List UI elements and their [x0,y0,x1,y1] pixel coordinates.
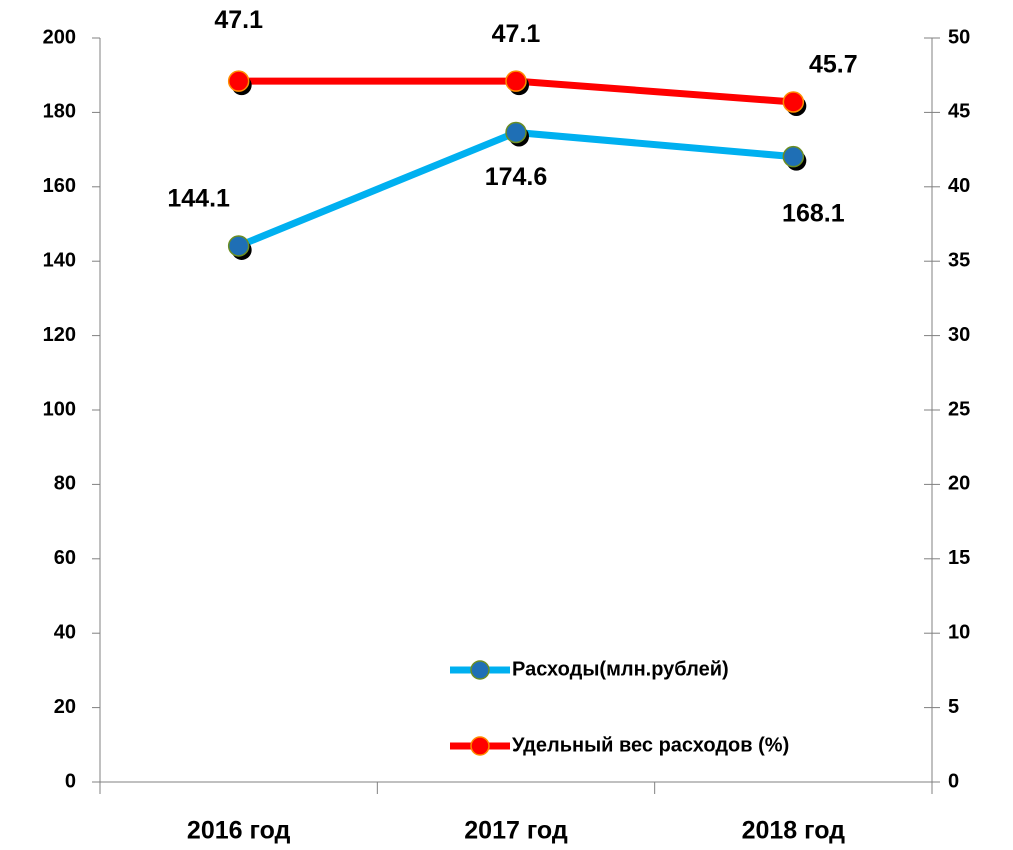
data-label: 144.1 [167,185,230,213]
y2-tick-label: 25 [948,398,970,420]
y-tick-label: 160 [43,175,76,197]
x-tick-label: 2018 год [742,817,846,845]
y2-tick-label: 10 [948,621,970,643]
y2-tick-label: 40 [948,175,970,197]
y-tick-label: 180 [43,101,76,123]
y2-tick-label: 35 [948,249,970,271]
marker [782,145,805,168]
data-label: 174.6 [485,163,548,191]
marker [227,235,250,257]
y2-tick-label: 45 [948,101,970,123]
y-tick-label: 20 [54,696,76,718]
y-tick-label: 100 [43,398,76,420]
data-label: 47.1 [492,20,541,48]
marker [227,70,250,92]
y-tick-label: 0 [65,770,76,792]
data-label: 45.7 [809,51,858,79]
legend-label: Удельный вес расходов (%) [512,734,789,756]
y-tick-label: 120 [43,324,76,346]
y2-tick-label: 30 [948,324,970,346]
marker [505,121,527,144]
y2-tick-label: 20 [948,473,970,495]
y2-tick-label: 5 [948,696,959,718]
y-tick-label: 200 [43,26,76,48]
data-label: 47.1 [214,6,263,34]
y-tick-label: 140 [43,249,76,271]
x-tick-label: 2016 год [187,817,291,845]
data-label: 168.1 [782,199,845,227]
marker [505,70,527,92]
y2-tick-label: 0 [948,770,959,792]
y-tick-label: 40 [54,621,76,643]
x-tick-label: 2017 год [464,817,568,845]
legend-label: Расходы(млн.рублей) [512,658,729,680]
legend-marker [470,736,490,756]
y2-tick-label: 50 [948,26,970,48]
legend-marker [470,660,490,680]
marker [782,91,805,113]
y2-tick-label: 15 [948,547,970,569]
y-tick-label: 60 [54,547,76,569]
y-tick-label: 80 [54,473,76,495]
